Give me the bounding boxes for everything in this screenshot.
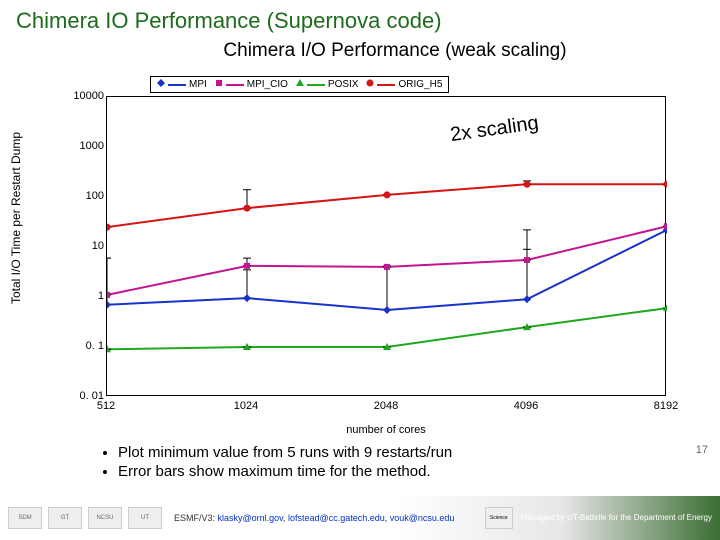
x-tick-label: 2048 <box>374 400 398 412</box>
slide-title: Chimera IO Performance (Supernova code) <box>16 8 442 34</box>
x-tick-label: 512 <box>97 400 115 412</box>
footer-logo-icon: SDM <box>8 507 42 529</box>
credit-link[interactable]: klasky@ornl.gov <box>218 513 284 523</box>
legend-swatch-icon <box>377 84 395 86</box>
bullet-item: Plot minimum value from 5 runs with 9 re… <box>118 444 452 463</box>
legend-item: POSIX <box>296 79 359 90</box>
footer-right: Science Managed by UT-Battelle for the D… <box>485 507 720 529</box>
y-tick-label: 0. 1 <box>70 340 104 352</box>
footer-logo-icon: UT <box>128 507 162 529</box>
footer-logos: SDM GT NCSU UT <box>0 507 162 529</box>
slide: Chimera IO Performance (Supernova code) … <box>0 0 720 540</box>
legend-swatch-icon <box>307 84 325 86</box>
chart-plot <box>106 96 666 396</box>
footer-logo-icon: GT <box>48 507 82 529</box>
legend-item: ORIG_H5 <box>366 79 442 90</box>
y-tick-label: 1000 <box>70 140 104 152</box>
footer-logo-icon: NCSU <box>88 507 122 529</box>
chart-title: Chimera I/O Performance (weak scaling) <box>20 40 700 62</box>
legend-label: POSIX <box>328 79 359 90</box>
bullet-list: Plot minimum value from 5 runs with 9 re… <box>100 444 452 482</box>
x-tick-label: 1024 <box>234 400 258 412</box>
y-tick-label: 10 <box>70 240 104 252</box>
footer: SDM GT NCSU UT ESMF/V3: klasky@ornl.gov, lo… <box>0 496 720 540</box>
credit-link[interactable]: vouk@ncsu.edu <box>390 513 455 523</box>
y-tick-label: 10000 <box>70 90 104 102</box>
chart-legend: MPI MPI_CIO POSIX ORIG_H5 <box>150 76 449 93</box>
managed-by-text: Managed by UT-Battelle for the Departmen… <box>521 514 712 523</box>
x-tick-label: 8192 <box>654 400 678 412</box>
x-axis-label: number of cores <box>106 424 666 436</box>
footer-credits: ESMF/V3: klasky@ornl.gov, lofstead@cc.ga… <box>162 513 454 523</box>
page-number: 17 <box>696 444 708 456</box>
bullet-item: Error bars show maximum time for the met… <box>118 463 452 482</box>
legend-item: MPI <box>157 79 207 90</box>
y-tick-label: 1 <box>70 290 104 302</box>
chart-svg <box>107 97 667 397</box>
legend-label: MPI_CIO <box>247 79 288 90</box>
legend-label: MPI <box>189 79 207 90</box>
chart-area: Chimera I/O Performance (weak scaling) T… <box>20 40 700 430</box>
legend-label: ORIG_H5 <box>398 79 442 90</box>
legend-swatch-icon <box>226 84 244 86</box>
legend-item: MPI_CIO <box>215 79 288 90</box>
legend-swatch-icon <box>168 84 186 86</box>
x-tick-label: 4096 <box>514 400 538 412</box>
science-logo-icon: Science <box>485 507 513 529</box>
credit-link[interactable]: lofstead@cc.gatech.edu <box>288 513 385 523</box>
y-tick-label: 100 <box>70 190 104 202</box>
y-axis-label: Total I/O Time per Restart Dump <box>10 68 22 368</box>
